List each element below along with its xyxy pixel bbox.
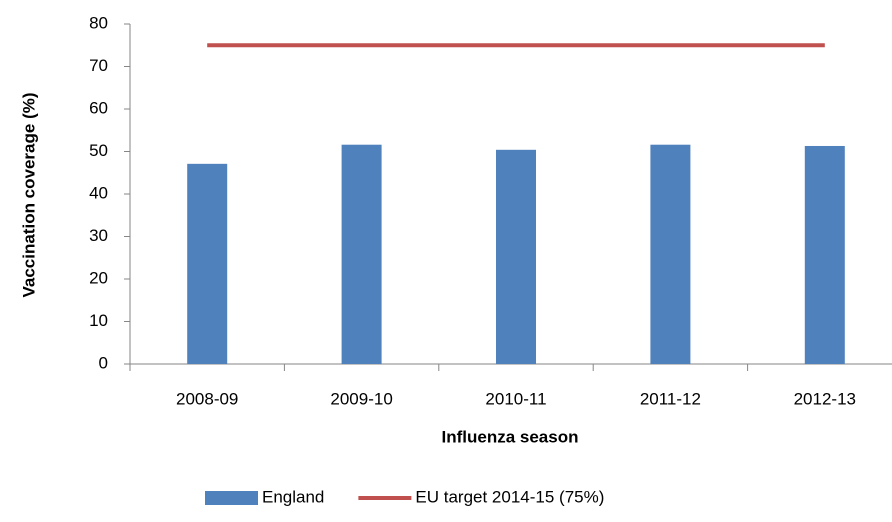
y-tick-label: 30 [89, 226, 108, 245]
legend-label: England [262, 487, 324, 506]
bar [496, 149, 536, 364]
y-axis-title: Vaccination coverage (%) [19, 92, 38, 297]
x-tick-label: 2012-13 [794, 389, 856, 408]
x-tick-label: 2011-12 [640, 389, 701, 408]
y-tick-label: 70 [89, 56, 108, 75]
bar [650, 144, 691, 364]
y-tick-label: 40 [89, 183, 108, 202]
x-tick-label: 2010-11 [485, 389, 546, 408]
y-tick-label: 10 [89, 311, 108, 330]
bar [804, 145, 845, 364]
y-tick-label: 20 [89, 268, 108, 287]
legend-swatch [205, 491, 258, 505]
y-tick-label: 0 [99, 353, 108, 372]
y-tick-label: 50 [89, 141, 108, 160]
bar [187, 163, 228, 364]
x-tick-label: 2009-10 [330, 389, 392, 408]
y-tick-label: 80 [89, 13, 108, 32]
bar [341, 144, 382, 364]
y-tick-label: 60 [89, 98, 108, 117]
legend-label: EU target 2014-15 (75%) [415, 487, 604, 506]
x-tick-label: 2008-09 [176, 389, 238, 408]
x-axis-title: Influenza season [442, 427, 579, 446]
